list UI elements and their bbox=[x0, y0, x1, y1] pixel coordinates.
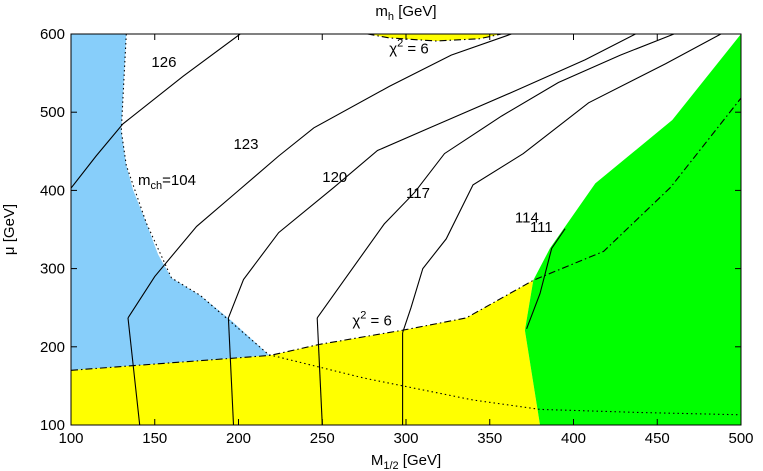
y-axis-label: μ [GeV] bbox=[1, 204, 18, 255]
contour-111 bbox=[526, 228, 566, 329]
x-tick-label: 500 bbox=[728, 430, 753, 447]
boundaries bbox=[71, 34, 741, 416]
annotation-label: 117 bbox=[406, 185, 430, 202]
contour-120-lower bbox=[227, 317, 235, 425]
chi2-boundary-upper bbox=[367, 34, 502, 42]
x-tick-label: 400 bbox=[561, 430, 586, 447]
x-tick-label: 450 bbox=[645, 430, 670, 447]
annotation-label: χ2 = 6 bbox=[389, 38, 428, 58]
region-chi2-yellow bbox=[71, 280, 540, 425]
y-tick-label: 500 bbox=[40, 104, 65, 121]
contour-117 bbox=[316, 34, 675, 319]
chi2-boundary-lower bbox=[71, 97, 741, 371]
y-tick-label: 300 bbox=[40, 261, 65, 278]
x-tick-label: 200 bbox=[226, 430, 251, 447]
x-tick-label: 300 bbox=[393, 430, 418, 447]
annotation-label: mch=104 bbox=[138, 172, 196, 192]
x-tick-label: 250 bbox=[310, 430, 335, 447]
top-loop bbox=[221, 34, 413, 35]
region-chi2-yellow-top bbox=[367, 34, 502, 41]
contour-114 bbox=[402, 34, 722, 333]
y-tick-label: 600 bbox=[40, 26, 65, 43]
region-green bbox=[524, 34, 741, 425]
contour-123 bbox=[127, 34, 512, 319]
y-tick-label: 200 bbox=[40, 339, 65, 356]
contours bbox=[71, 34, 722, 425]
y-tick-label: 100 bbox=[40, 417, 65, 434]
annotation-label: 114 bbox=[515, 209, 539, 226]
contour-117-lower bbox=[316, 317, 323, 425]
x-axis-label: M1/2 [GeV] bbox=[371, 452, 441, 471]
annotation-label: 120 bbox=[322, 169, 347, 186]
region-chargino-excluded bbox=[71, 34, 271, 371]
annotation-label: 123 bbox=[233, 136, 258, 153]
annotation-label: 126 bbox=[151, 54, 176, 71]
contour-123-lower bbox=[127, 317, 141, 425]
regions bbox=[71, 34, 741, 425]
contour-120 bbox=[227, 34, 636, 319]
x-tick-label: 100 bbox=[58, 430, 83, 447]
annotation-label: χ2 = 6 bbox=[352, 310, 391, 330]
annotation-label: 111 bbox=[530, 219, 553, 236]
y-tick-label: 400 bbox=[40, 182, 65, 199]
chart-title: mh [GeV] bbox=[375, 3, 436, 23]
x-tick-label: 350 bbox=[477, 430, 502, 447]
contour-126 bbox=[71, 34, 241, 189]
x-tick-label: 150 bbox=[142, 430, 167, 447]
axis-ticks: 100 150 200 250 300 350 400 450 500 100 200 300 400 5… bbox=[40, 26, 754, 447]
